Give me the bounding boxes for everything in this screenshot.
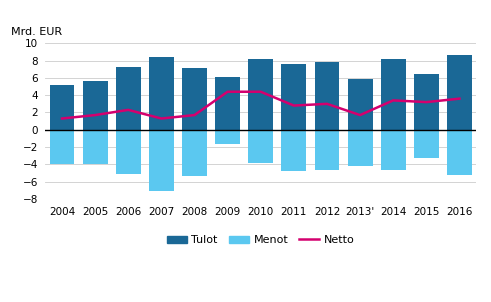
Bar — [248, 59, 273, 130]
Bar — [182, 130, 207, 175]
Text: Mrd. EUR: Mrd. EUR — [11, 27, 62, 37]
Bar — [281, 130, 306, 171]
Bar — [182, 68, 207, 130]
Bar — [82, 81, 108, 130]
Bar — [248, 130, 273, 162]
Bar — [381, 130, 406, 170]
Bar — [381, 59, 406, 130]
Bar — [315, 130, 339, 170]
Bar — [315, 62, 339, 130]
Legend: Tulot, Menot, Netto: Tulot, Menot, Netto — [163, 231, 359, 250]
Bar — [149, 57, 174, 130]
Bar — [215, 130, 240, 144]
Bar — [348, 79, 373, 130]
Bar — [447, 130, 472, 175]
Bar — [348, 130, 373, 166]
Bar — [82, 130, 108, 164]
Bar — [414, 74, 439, 130]
Bar — [50, 85, 75, 130]
Bar — [116, 130, 140, 174]
Bar — [414, 130, 439, 158]
Bar — [50, 130, 75, 164]
Bar — [116, 67, 140, 130]
Bar — [447, 55, 472, 130]
Bar — [281, 64, 306, 130]
Bar — [149, 130, 174, 191]
Bar — [215, 77, 240, 130]
